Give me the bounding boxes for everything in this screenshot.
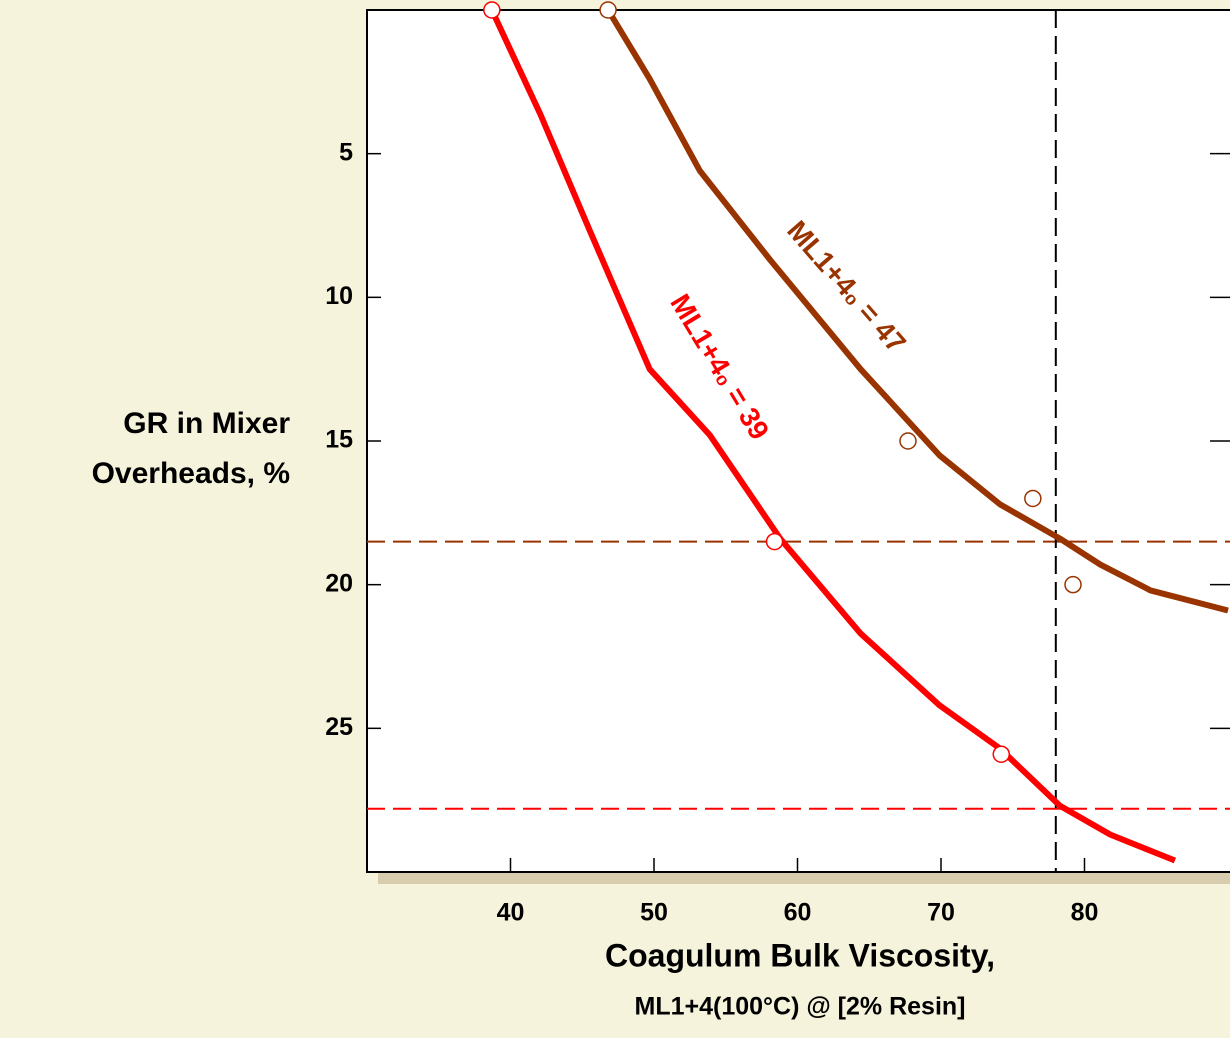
x-axis-label: ML1+4(100°C) @ [2% Resin] — [635, 993, 966, 1021]
y-axis-label: Overheads, % — [92, 457, 290, 490]
data-point — [992, 745, 1011, 763]
axis-shadow — [378, 872, 1230, 884]
plot-area — [366, 9, 1230, 873]
data-point — [899, 432, 917, 450]
curve — [605, 8, 1229, 614]
x-tick-label: 70 — [927, 899, 955, 927]
x-tick-label: 40 — [497, 899, 525, 927]
data-point — [1024, 489, 1042, 508]
y-tick-label: 15 — [325, 426, 353, 454]
data-point — [1064, 575, 1082, 594]
x-axis-label: Coagulum Bulk Viscosity, — [605, 937, 995, 973]
y-tick-label: 20 — [325, 569, 353, 597]
y-tick-label: 5 — [339, 138, 353, 166]
y-axis-label: GR in Mixer — [123, 407, 290, 440]
data-point — [483, 1, 501, 19]
data-point — [599, 1, 617, 19]
x-tick-label: 80 — [1071, 899, 1099, 927]
data-point — [765, 532, 784, 551]
y-tick-label: 25 — [325, 713, 353, 741]
y-tick-label: 10 — [325, 282, 353, 310]
curve — [489, 8, 1177, 864]
x-tick-label: 50 — [640, 899, 668, 927]
x-tick-label: 60 — [784, 899, 812, 927]
